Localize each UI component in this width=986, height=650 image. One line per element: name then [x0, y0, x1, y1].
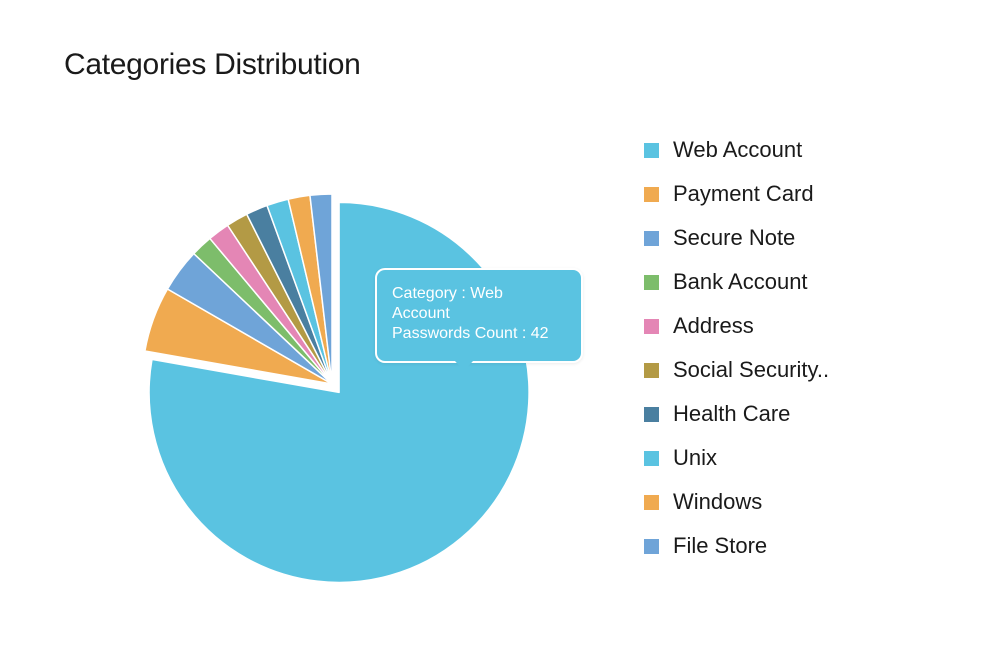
legend-label: Windows — [673, 489, 763, 514]
legend-item-social-security[interactable]: Social Security.. — [644, 348, 829, 392]
legend-item-web-account[interactable]: Web Account — [644, 128, 829, 172]
legend-item-bank-account[interactable]: Bank Account — [644, 260, 829, 304]
pie-slice-file-store[interactable] — [309, 193, 333, 385]
legend-swatch — [644, 230, 659, 246]
legend-label: Payment Card — [673, 181, 814, 206]
legend-item-unix[interactable]: Unix — [644, 436, 829, 480]
legend-label: File Store — [673, 533, 768, 558]
legend-label: Unix — [673, 445, 718, 470]
chart-legend: Web Account Payment Card Secure Note Bank A… — [644, 128, 829, 568]
tooltip-category-cont: Account — [392, 305, 450, 322]
tooltip-category: Category : Web — [392, 285, 503, 302]
legend-swatch — [644, 142, 659, 158]
tooltip-pointer — [455, 361, 473, 371]
legend-swatch — [644, 318, 659, 334]
legend-item-file-store[interactable]: File Store — [644, 524, 829, 568]
legend-swatch — [644, 450, 659, 466]
legend-label: Address — [673, 313, 754, 338]
tooltip-count: Passwords Count : 42 — [392, 325, 549, 342]
chart-title: Categories Distribution — [64, 48, 361, 81]
legend-item-secure-note[interactable]: Secure Note — [644, 216, 829, 260]
legend-label: Health Care — [673, 401, 791, 426]
legend-swatch — [644, 406, 659, 422]
chart-tooltip: Category : Web Account Passwords Count :… — [375, 268, 583, 371]
legend-label: Secure Note — [673, 225, 796, 250]
legend-item-payment-card[interactable]: Payment Card — [644, 172, 829, 216]
legend-swatch — [644, 186, 659, 202]
legend-label: Web Account — [673, 137, 803, 162]
legend-swatch — [644, 274, 659, 290]
legend-item-windows[interactable]: Windows — [644, 480, 829, 524]
legend-item-health-care[interactable]: Health Care — [644, 392, 829, 436]
legend-label: Bank Account — [673, 269, 808, 294]
legend-item-address[interactable]: Address — [644, 304, 829, 348]
legend-swatch — [644, 494, 659, 510]
legend-swatch — [644, 362, 659, 378]
legend-swatch — [644, 538, 659, 554]
legend-label: Social Security.. — [673, 357, 830, 382]
